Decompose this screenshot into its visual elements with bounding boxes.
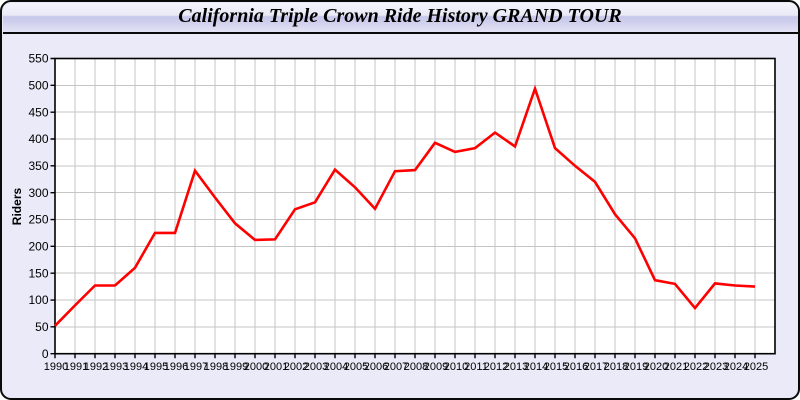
svg-text:2011: 2011 — [464, 361, 488, 373]
svg-text:2013: 2013 — [504, 361, 528, 373]
svg-text:2006: 2006 — [364, 361, 388, 373]
svg-text:1996: 1996 — [164, 361, 188, 373]
svg-text:50: 50 — [35, 320, 49, 334]
svg-text:2018: 2018 — [604, 361, 628, 373]
svg-text:2017: 2017 — [584, 361, 608, 373]
svg-text:1992: 1992 — [84, 361, 108, 373]
svg-text:1990: 1990 — [44, 361, 68, 373]
svg-text:2021: 2021 — [664, 361, 688, 373]
svg-text:2004: 2004 — [324, 361, 348, 373]
svg-text:2014: 2014 — [524, 361, 548, 373]
svg-text:2019: 2019 — [624, 361, 648, 373]
svg-text:1995: 1995 — [144, 361, 168, 373]
svg-text:2000: 2000 — [244, 361, 268, 373]
svg-text:150: 150 — [28, 266, 48, 280]
svg-text:400: 400 — [28, 132, 48, 146]
svg-text:300: 300 — [28, 186, 48, 200]
svg-text:2024: 2024 — [724, 361, 748, 373]
svg-text:2016: 2016 — [564, 361, 588, 373]
svg-text:450: 450 — [28, 105, 48, 119]
svg-text:1993: 1993 — [104, 361, 128, 373]
svg-text:250: 250 — [28, 213, 48, 227]
svg-text:2015: 2015 — [544, 361, 568, 373]
svg-text:2022: 2022 — [684, 361, 708, 373]
svg-text:100: 100 — [28, 293, 48, 307]
svg-text:2020: 2020 — [644, 361, 668, 373]
svg-text:1997: 1997 — [184, 361, 208, 373]
svg-text:Riders: Riders — [10, 188, 24, 226]
svg-text:500: 500 — [28, 79, 48, 93]
svg-text:350: 350 — [28, 159, 48, 173]
svg-text:1998: 1998 — [204, 361, 228, 373]
svg-text:550: 550 — [28, 52, 48, 66]
svg-text:200: 200 — [28, 240, 48, 254]
svg-text:0: 0 — [42, 347, 49, 361]
svg-text:2023: 2023 — [704, 361, 728, 373]
svg-text:2003: 2003 — [304, 361, 328, 373]
svg-text:1999: 1999 — [224, 361, 248, 373]
svg-text:2012: 2012 — [484, 361, 508, 373]
svg-text:1991: 1991 — [64, 361, 88, 373]
svg-text:2007: 2007 — [384, 361, 408, 373]
svg-text:2008: 2008 — [404, 361, 428, 373]
svg-text:2010: 2010 — [444, 361, 468, 373]
svg-text:2025: 2025 — [744, 361, 768, 373]
svg-text:2005: 2005 — [344, 361, 368, 373]
svg-text:1994: 1994 — [124, 361, 148, 373]
svg-text:2002: 2002 — [284, 361, 308, 373]
svg-text:2009: 2009 — [424, 361, 448, 373]
svg-text:2001: 2001 — [264, 361, 288, 373]
